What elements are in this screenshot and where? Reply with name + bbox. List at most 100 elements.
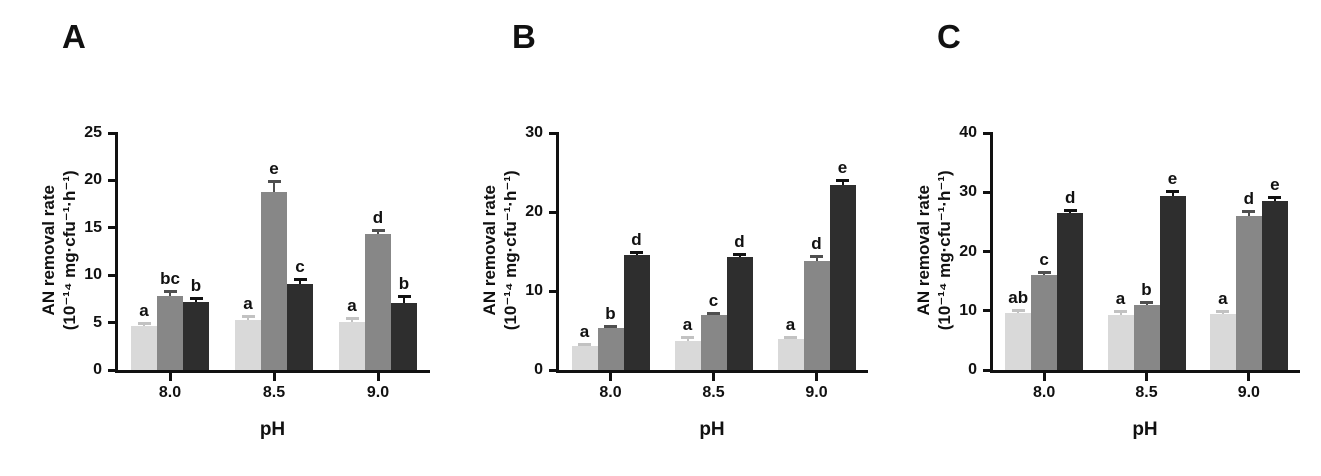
sig-letter: c — [1039, 249, 1049, 269]
bar-series-medium-gray — [803, 260, 830, 370]
error-bar-cap — [137, 322, 151, 326]
sig-letter: e — [837, 158, 848, 178]
error-bar-cap — [707, 311, 720, 315]
error-bar-cap — [371, 228, 385, 232]
bar-series-dark-gray — [183, 301, 209, 370]
y-tick-mark — [983, 190, 993, 194]
x-tick-label: 8.5 — [1135, 384, 1158, 401]
error-bar-cap — [1242, 209, 1256, 213]
y-tick-mark — [108, 178, 118, 182]
sig-letter: d — [811, 234, 822, 254]
error-bar-line — [169, 292, 171, 297]
x-axis-title-c: pH — [1132, 419, 1158, 440]
y-axis-title-b: AN removal rate (10⁻¹⁴ mg·cfu⁻¹·h⁻¹) — [479, 125, 522, 375]
error-bar-cap — [1114, 310, 1127, 314]
sig-letter: a — [682, 315, 693, 335]
sig-letter: b — [605, 303, 616, 323]
y-tick-label: 10 — [525, 282, 543, 299]
error-bar-line — [841, 181, 844, 186]
y-tick-mark — [108, 273, 118, 277]
error-bar-cap — [733, 253, 746, 257]
bar-series-light-gray — [339, 321, 365, 370]
sig-letter: c — [708, 290, 719, 310]
sig-letter: a — [243, 294, 253, 314]
sig-letter: d — [734, 232, 745, 252]
y-tick-mark — [983, 131, 993, 135]
y-tick-label: 20 — [84, 171, 102, 189]
y-tick-mark — [108, 226, 118, 230]
y-tick-label: 0 — [93, 361, 102, 378]
bar-series-dark-gray — [1261, 201, 1288, 370]
sig-letter: a — [785, 314, 796, 334]
y-tick-mark — [108, 321, 118, 325]
error-bar-cap — [681, 336, 694, 340]
error-bar-cap — [1011, 309, 1025, 313]
error-bar-line — [403, 297, 405, 303]
x-axis-title-a: pH — [259, 419, 286, 440]
error-bar-line — [1221, 311, 1224, 315]
x-tick-mark — [168, 373, 172, 381]
sig-letter: d — [1064, 188, 1076, 208]
error-bar-line — [247, 317, 249, 320]
sig-letter: ab — [1008, 288, 1029, 308]
error-bar-line — [1119, 312, 1122, 315]
chart-panel-c: C AN removal rate (10⁻¹⁴ mg·cfu⁻¹·h⁻¹) 0… — [914, 20, 1300, 440]
y-tick-label: 15 — [84, 218, 102, 236]
x-tick-label: 9.0 — [1237, 384, 1260, 401]
sig-letter: a — [139, 301, 149, 321]
error-bar-line — [1247, 211, 1250, 216]
bar-series-medium-gray — [1235, 215, 1262, 370]
y-axis-title-line1: AN removal rate — [479, 185, 499, 316]
bar-series-light-gray — [777, 339, 804, 370]
x-tick-mark — [1042, 373, 1046, 381]
plot-area-c: 0 10 20 30 40 8.0 ab c d 8.5 a b e 9.0 a d e — [959, 124, 1300, 401]
y-tick-label: 30 — [525, 124, 543, 141]
panel-label-b: B — [512, 18, 536, 55]
error-bar-line — [1171, 192, 1174, 197]
x-tick-label: 9.0 — [805, 384, 828, 401]
sig-letter: e — [1167, 169, 1178, 189]
bar-series-medium-gray — [365, 234, 391, 370]
bar-series-medium-gray — [1133, 304, 1160, 370]
sig-letter: e — [269, 159, 279, 179]
y-tick-mark — [983, 368, 993, 372]
x-tick-mark — [1145, 373, 1148, 381]
sig-letter: a — [1115, 289, 1126, 309]
y-tick-label: 20 — [959, 242, 977, 260]
sig-letter: b — [1141, 280, 1152, 300]
error-bar-cap — [784, 335, 797, 339]
x-tick-mark — [815, 373, 818, 381]
error-bar-line — [377, 230, 379, 235]
error-bar-line — [1273, 197, 1276, 202]
panel-label-a: A — [62, 18, 86, 55]
error-bar-cap — [1216, 309, 1230, 313]
error-bar-cap — [163, 290, 177, 294]
sig-letter: a — [1218, 288, 1228, 308]
x-tick-mark — [376, 373, 380, 381]
x-tick-label: 9.0 — [366, 384, 390, 401]
y-axis-title-a: AN removal rate (10⁻¹⁴ mg·cfu⁻¹·h⁻¹) — [38, 125, 81, 375]
y-axis-title-line2: (10⁻¹⁴ mg·cfu⁻¹·h⁻¹) — [501, 170, 520, 331]
bar-series-medium-gray — [597, 328, 624, 370]
error-bar-cap — [345, 316, 359, 320]
x-tick-mark — [272, 373, 276, 381]
y-tick-mark — [549, 368, 559, 372]
error-bar-cap — [1037, 270, 1051, 274]
sig-letter: e — [1270, 174, 1280, 194]
x-tick-mark — [609, 373, 612, 381]
error-bar-cap — [1140, 301, 1153, 305]
sig-letter: a — [347, 295, 357, 315]
bar-series-light-gray — [1005, 313, 1032, 370]
error-bar-cap — [397, 295, 411, 299]
chart-panel-b: B AN removal rate (10⁻¹⁴ mg·cfu⁻¹·h⁻¹) 0… — [480, 20, 868, 440]
x-tick-mark — [712, 373, 715, 381]
error-bar-line — [143, 324, 145, 327]
error-bar-line — [351, 318, 353, 322]
chart-panel-a: A AN removal rate (10⁻¹⁴ mg·cfu⁻¹·h⁻¹) 0… — [39, 20, 430, 440]
bar-series-light-gray — [571, 346, 598, 370]
x-tick-label: 8.5 — [262, 384, 286, 401]
plot-area-a: 0 5 10 15 20 25 8.0 a bc b 8.5 a e c 9.0 a d b — [84, 124, 430, 401]
bar-series-dark-gray — [829, 185, 856, 370]
error-bar-line — [686, 338, 689, 341]
